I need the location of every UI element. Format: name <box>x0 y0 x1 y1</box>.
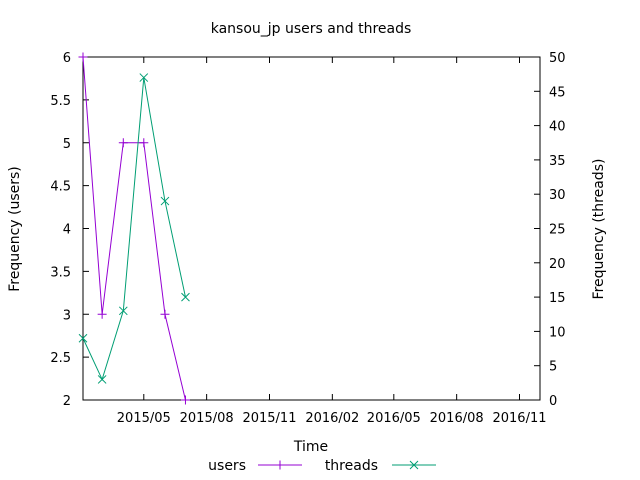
y-left-tick-label: 5.5 <box>50 94 71 109</box>
y-axis-right: 0 5 10 15 20 25 30 35 40 45 50 <box>534 51 566 409</box>
y-right-tick-label: 20 <box>549 257 566 272</box>
data-point-users <box>97 309 107 319</box>
legend-label-users: users <box>208 458 246 474</box>
series-users <box>78 52 190 405</box>
y-left-tick-label: 6 <box>63 51 71 66</box>
y-axis-right-label: Frequency (threads) <box>591 159 607 300</box>
y-right-tick-label: 5 <box>549 360 557 375</box>
legend-marker-users <box>275 460 285 470</box>
data-point-users <box>118 138 128 148</box>
y-right-tick-label: 0 <box>549 394 557 409</box>
legend-marker-threads <box>409 460 419 470</box>
data-point-threads <box>118 306 128 316</box>
y-right-tick-label: 45 <box>549 85 566 100</box>
data-point-users <box>78 52 88 62</box>
y-right-tick-label: 40 <box>549 120 566 135</box>
data-point-threads <box>160 196 170 206</box>
y-left-tick-label: 5 <box>63 137 71 152</box>
y-right-tick-label: 25 <box>549 223 566 238</box>
y-right-tick-label: 50 <box>549 51 566 66</box>
plot-frame <box>82 56 541 401</box>
legend-label-threads: threads <box>325 458 378 474</box>
data-point-users <box>160 309 170 319</box>
x-tick-label: 2015/05 <box>117 411 171 426</box>
x-axis-label: Time <box>293 439 328 455</box>
series-line-threads <box>82 77 186 381</box>
data-point-threads <box>139 73 149 82</box>
x-axis: 2015/05 2015/08 2015/11 2016/02 2016/05 2016/… <box>117 57 547 426</box>
x-tick-label: 2016/11 <box>492 411 546 426</box>
y-right-tick-label: 15 <box>549 291 566 306</box>
legend: users threads <box>208 458 436 474</box>
data-point-users <box>180 395 190 405</box>
y-left-tick-label: 4.5 <box>50 180 71 195</box>
data-point-users <box>139 138 149 148</box>
x-tick-label: 2016/02 <box>305 411 359 426</box>
x-tick-label: 2015/11 <box>242 411 296 426</box>
series-layer <box>78 52 190 405</box>
y-axis-left-label: Frequency (users) <box>7 166 23 292</box>
y-right-tick-label: 10 <box>549 325 566 340</box>
y-right-tick-label: 35 <box>549 154 566 169</box>
y-axis-left: 2 2.5 3 3.5 4 4.5 5 5.5 6 <box>50 51 89 409</box>
y-left-tick-label: 4 <box>63 223 71 238</box>
y-left-tick-label: 3.5 <box>50 265 71 280</box>
x-tick-label: 2016/05 <box>367 411 421 426</box>
y-left-tick-label: 3 <box>63 308 71 323</box>
chart-title: kansou_jp users and threads <box>211 21 412 37</box>
y-left-tick-label: 2.5 <box>50 351 71 366</box>
x-tick-label: 2016/08 <box>430 411 484 426</box>
data-point-threads <box>78 333 88 343</box>
data-point-threads <box>181 292 190 302</box>
y-left-tick-label: 2 <box>63 394 71 409</box>
y-right-tick-label: 30 <box>549 188 566 203</box>
x-tick-label: 2015/08 <box>180 411 234 426</box>
series-line-users <box>82 56 186 401</box>
data-point-threads <box>97 375 107 384</box>
series-threads <box>78 73 190 384</box>
